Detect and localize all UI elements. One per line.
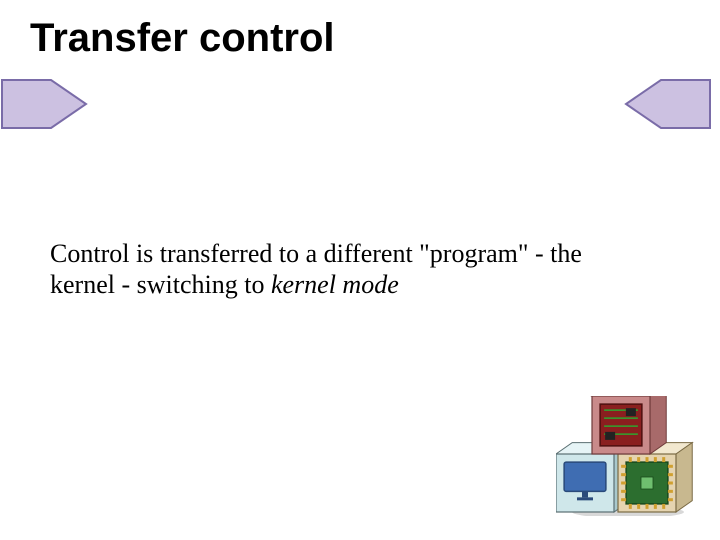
- slide: Transfer control Control is transferred …: [0, 0, 720, 540]
- body-text: Control is transferred to a different "p…: [50, 238, 660, 300]
- blocks-illustration-icon: [556, 396, 696, 516]
- next-arrow-icon[interactable]: [0, 78, 88, 130]
- slide-title: Transfer control: [30, 16, 335, 61]
- body-line2-italic: kernel mode: [271, 270, 399, 299]
- prev-arrow-icon[interactable]: [624, 78, 712, 130]
- body-line2-prefix: kernel - switching to: [50, 270, 271, 299]
- body-line1: Control is transferred to a different "p…: [50, 239, 582, 268]
